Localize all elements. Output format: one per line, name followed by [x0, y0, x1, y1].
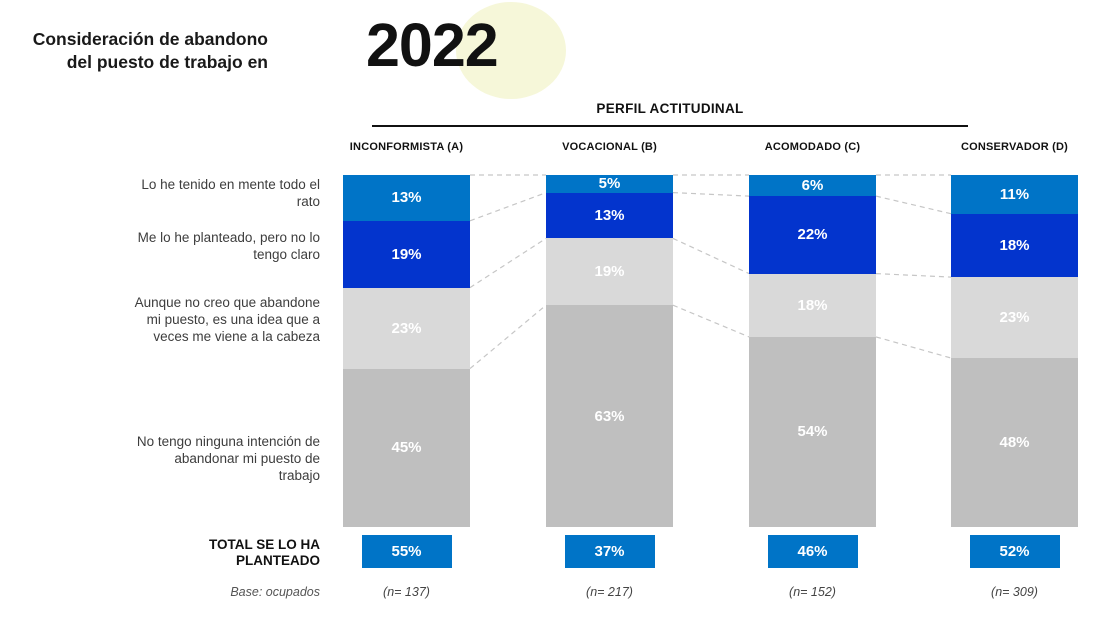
bar-segment: 23%	[951, 277, 1078, 359]
group-axis-label: PERFIL ACTITUDINAL	[596, 101, 744, 116]
base-n-label: (n= 137)	[383, 585, 430, 599]
segment-value-label: 6%	[801, 177, 824, 195]
base-n-label: (n= 217)	[586, 585, 633, 599]
bar-segment: 19%	[343, 220, 470, 288]
bar-segment: 18%	[749, 273, 876, 337]
base-row-label: Base: ocupados	[230, 585, 320, 599]
bar-segment: 22%	[749, 196, 876, 274]
connector-dashed-line	[672, 304, 750, 338]
segment-value-label: 11%	[999, 185, 1030, 203]
bar-segment: 63%	[546, 305, 673, 527]
bar-stack: 5% 13% 19% 63%	[546, 175, 673, 527]
connector-dashed-line	[875, 195, 952, 215]
row-labels: Lo he tenido en mente todo el rato Me lo…	[0, 0, 320, 622]
bar-stack: 6% 22% 18% 54%	[749, 175, 876, 527]
row-label-category-1: Lo he tenido en mente todo el rato	[141, 177, 320, 209]
total-value-box: 52%	[969, 535, 1060, 568]
connector-dashed-line	[469, 237, 547, 289]
column-header: CONSERVADOR (D)	[960, 141, 1069, 153]
row-label-category-2: Me lo he planteado, pero no lo tengo cla…	[137, 230, 320, 262]
year-label: 2022	[366, 11, 499, 79]
bar-stack: 13% 19% 23% 45%	[343, 175, 470, 527]
segment-value-label: 23%	[391, 319, 422, 337]
segment-value-label: 45%	[391, 439, 422, 457]
bar-segment: 54%	[749, 336, 876, 527]
row-label-category-4: No tengo ninguna intención de abandonar …	[136, 434, 320, 483]
segment-value-label: 5%	[598, 175, 621, 193]
bar-stack: 11% 18% 23% 48%	[951, 175, 1078, 527]
bar-segment: 13%	[343, 175, 470, 221]
connector-dashed-line	[672, 192, 750, 197]
row-label-category-3: Aunque no creo que abandone mi puesto, e…	[134, 295, 320, 344]
connector-dashed-line	[672, 237, 750, 275]
segment-value-label: 22%	[797, 226, 828, 244]
bar-segment: 18%	[951, 213, 1078, 278]
total-value-box: 46%	[767, 535, 858, 568]
connector-dashed-line	[875, 273, 952, 278]
total-value-box: 37%	[564, 535, 655, 568]
segment-value-label: 23%	[999, 309, 1030, 327]
segment-value-label: 18%	[999, 236, 1030, 254]
connector-dashed-line	[875, 336, 952, 359]
bar-segment: 13%	[546, 192, 673, 239]
bar-segment: 23%	[343, 287, 470, 369]
connector-dashed-line	[469, 304, 547, 370]
segment-value-label: 18%	[797, 296, 828, 314]
base-n-label: (n= 309)	[991, 585, 1038, 599]
bar-segment: 11%	[951, 175, 1078, 214]
page-title: Consideración de abandono del puesto de …	[32, 29, 268, 73]
segment-value-label: 13%	[594, 206, 625, 224]
segment-value-label: 19%	[391, 245, 422, 263]
column-header: VOCACIONAL (B)	[562, 141, 657, 153]
segment-value-label: 54%	[797, 423, 828, 441]
year-highlight-circle	[456, 2, 566, 99]
total-value-box: 55%	[361, 535, 452, 568]
column-header: INCONFORMISTA (A)	[349, 141, 464, 153]
bar-segment: 5%	[546, 175, 673, 193]
segment-value-label: 48%	[999, 434, 1030, 451]
total-row-label: TOTAL SE LO HA PLANTEADO	[208, 537, 320, 568]
bar-segment: 48%	[951, 358, 1078, 527]
column-header: ACOMODADO (C)	[764, 141, 861, 153]
group-axis-line	[372, 125, 968, 127]
bar-segment: 6%	[749, 175, 876, 197]
bar-segment: 19%	[546, 238, 673, 306]
segment-value-label: 13%	[391, 189, 422, 207]
connector-dashed-line	[469, 192, 547, 222]
segment-value-label: 19%	[594, 263, 625, 281]
bar-segment: 45%	[343, 368, 470, 527]
segment-value-label: 63%	[594, 407, 625, 425]
base-n-label: (n= 152)	[789, 585, 836, 599]
